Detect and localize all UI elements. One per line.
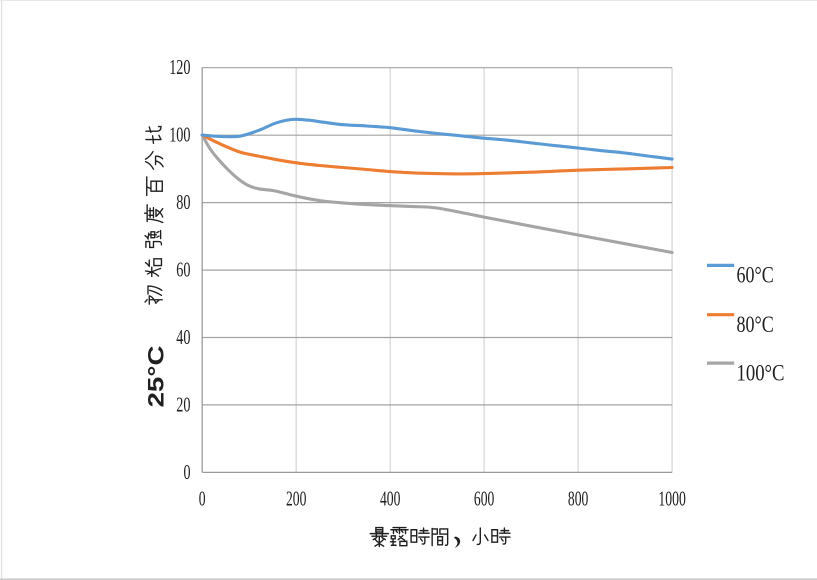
svg-text:100: 100 bbox=[169, 125, 190, 147]
svg-text:400: 400 bbox=[380, 489, 400, 511]
svg-text:120: 120 bbox=[169, 57, 190, 79]
svg-text:0: 0 bbox=[199, 489, 206, 511]
svg-text:20: 20 bbox=[176, 394, 190, 416]
svg-text:1000: 1000 bbox=[658, 489, 685, 511]
svg-text:60°C: 60°C bbox=[737, 263, 774, 289]
svg-text:600: 600 bbox=[474, 489, 494, 511]
svg-text:800: 800 bbox=[568, 489, 588, 511]
svg-text:40: 40 bbox=[176, 327, 190, 349]
svg-text:80: 80 bbox=[176, 192, 190, 214]
svg-text:60: 60 bbox=[176, 259, 190, 281]
svg-text:0: 0 bbox=[184, 462, 191, 484]
svg-text:100°C: 100°C bbox=[737, 360, 785, 386]
svg-text:25°C: 25°C bbox=[144, 346, 169, 408]
svg-text:80°C: 80°C bbox=[737, 312, 774, 338]
svg-text:200: 200 bbox=[286, 489, 306, 511]
